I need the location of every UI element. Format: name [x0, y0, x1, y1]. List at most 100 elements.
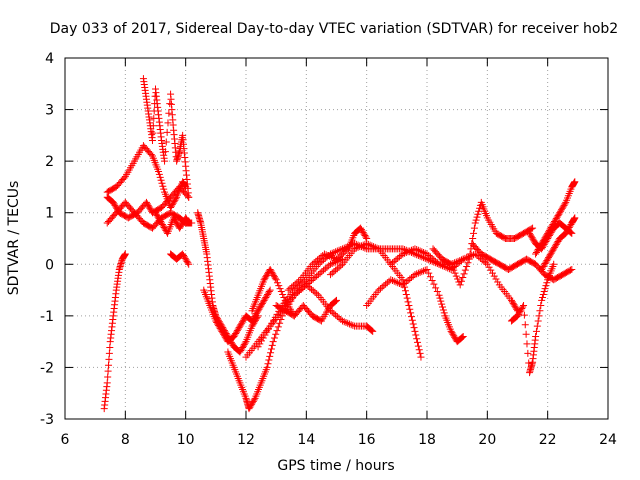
data-point	[520, 302, 528, 310]
data-point	[432, 257, 440, 265]
data-point	[543, 257, 551, 265]
data-point	[111, 201, 119, 209]
data-point	[553, 239, 561, 247]
data-point	[551, 243, 559, 251]
data-point	[333, 265, 341, 273]
data-point	[375, 286, 383, 294]
data-point	[185, 219, 193, 227]
axis-ticks	[64, 57, 609, 420]
data-point	[547, 223, 555, 231]
data-point	[561, 200, 569, 208]
data-point	[276, 285, 284, 293]
y-tick-label: -3	[40, 412, 54, 428]
data-point	[235, 324, 243, 332]
data-point	[494, 278, 502, 286]
data-point	[387, 276, 395, 284]
data-point	[313, 272, 321, 280]
data-point	[363, 240, 371, 248]
data-point	[230, 332, 238, 340]
data-point	[526, 229, 534, 237]
data-point	[165, 109, 173, 117]
data-point	[105, 361, 113, 369]
data-point	[437, 297, 445, 305]
data-point	[425, 269, 433, 277]
x-tick-labels: 6 8 10 12 14 16 18 20 22 24	[61, 432, 617, 448]
data-point	[264, 360, 272, 368]
data-point	[248, 317, 256, 325]
data-point	[309, 287, 317, 295]
data-point	[239, 342, 247, 350]
data-point	[330, 248, 338, 256]
data-point	[172, 195, 180, 203]
data-point	[475, 207, 483, 215]
series-track-13	[254, 281, 377, 351]
data-point	[120, 174, 128, 182]
data-point	[457, 277, 465, 285]
data-point	[238, 345, 246, 353]
data-point	[390, 257, 398, 265]
data-point	[411, 245, 419, 253]
data-point	[535, 244, 543, 252]
data-point	[158, 219, 166, 227]
data-point	[161, 157, 169, 165]
data-point	[276, 319, 284, 327]
y-axis-label: SDTVAR / TECUs	[6, 181, 22, 296]
data-point	[311, 274, 319, 282]
data-point	[309, 275, 317, 283]
data-point	[268, 268, 276, 276]
data-point	[485, 263, 493, 271]
data-point	[110, 200, 118, 208]
data-point	[551, 216, 559, 224]
data-point	[540, 235, 548, 243]
data-point	[547, 249, 555, 257]
data-point	[545, 254, 553, 262]
data-point	[532, 327, 540, 335]
data-point	[215, 323, 223, 331]
data-point	[176, 224, 184, 232]
data-point	[218, 327, 226, 335]
data-point	[387, 260, 395, 268]
data-point	[405, 302, 413, 310]
data-point	[522, 330, 530, 338]
data-point	[306, 284, 314, 292]
data-point	[359, 241, 367, 249]
data-point	[337, 246, 345, 254]
data-point	[232, 330, 240, 338]
data-point	[407, 246, 415, 254]
data-point	[542, 232, 550, 240]
data-point	[537, 241, 545, 249]
data-point	[432, 284, 440, 292]
data-point	[217, 326, 225, 334]
data-point	[167, 202, 175, 210]
x-tick-label: 18	[418, 432, 436, 448]
data-point	[320, 250, 328, 258]
data-point	[541, 260, 549, 268]
data-point	[267, 267, 275, 275]
data-point	[463, 262, 471, 270]
data-point	[185, 260, 193, 268]
data-point	[454, 260, 462, 268]
data-point	[156, 216, 164, 224]
data-point	[368, 327, 376, 335]
x-tick-label: 22	[539, 432, 557, 448]
data-point	[366, 241, 374, 249]
x-axis-label: GPS time / hours	[277, 458, 394, 474]
data-point	[266, 352, 274, 360]
data-point	[239, 316, 247, 324]
data-point	[162, 138, 170, 146]
data-point	[554, 212, 562, 220]
data-point	[556, 209, 564, 217]
data-point	[407, 313, 415, 321]
data-point	[515, 309, 523, 317]
data-point	[568, 229, 576, 237]
data-point	[535, 312, 543, 320]
data-point	[360, 230, 368, 238]
chart-title: Day 033 of 2017, Sidereal Day-to-day VTE…	[50, 21, 618, 37]
data-point	[330, 310, 338, 318]
data-point	[454, 275, 462, 283]
data-point	[347, 321, 355, 329]
data-point	[168, 201, 176, 209]
data-point	[534, 317, 542, 325]
data-point	[460, 270, 468, 278]
data-point	[571, 214, 579, 222]
